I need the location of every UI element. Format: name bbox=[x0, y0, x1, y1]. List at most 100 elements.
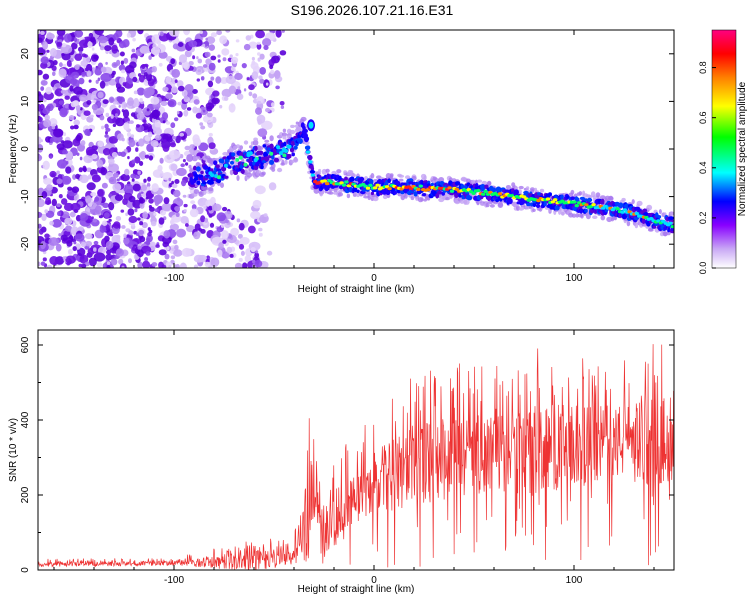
snr-y-tick-label: 200 bbox=[20, 486, 31, 503]
spectrogram-ridge-peak bbox=[574, 204, 579, 208]
spectrogram-noise-blob bbox=[204, 217, 209, 223]
spectrogram-noise-blob bbox=[259, 53, 265, 60]
spectrogram-noise-blob bbox=[252, 93, 258, 99]
spectrogram-noise-blob bbox=[83, 110, 91, 116]
spectrogram-noise-blob bbox=[154, 46, 159, 51]
spectrogram-noise-blob bbox=[202, 204, 207, 210]
spectrogram-ridge-core bbox=[297, 138, 303, 145]
spectrogram-noise-blob bbox=[93, 247, 97, 252]
spectrogram-y-tick-label: 10 bbox=[20, 95, 31, 107]
spectrogram-noise-blob bbox=[108, 201, 115, 211]
spectrogram-noise-blob bbox=[139, 45, 150, 55]
spectrogram-ridge-core bbox=[467, 195, 473, 201]
spectrogram-noise-blob bbox=[59, 62, 63, 68]
spectrogram-noise-blob bbox=[198, 142, 209, 152]
spectrogram-noise-blob bbox=[183, 209, 187, 213]
spectrogram-x-tick-label: 0 bbox=[371, 273, 377, 284]
spectrogram-noise-blob bbox=[217, 249, 223, 257]
spectrogram-ridge-halo bbox=[256, 170, 262, 174]
spectrogram-noise-blob bbox=[142, 107, 152, 116]
spectrogram-noise-blob bbox=[46, 33, 55, 40]
spectrogram-ridge-core bbox=[269, 143, 274, 150]
spectrogram-noise-blob bbox=[189, 144, 195, 150]
spectrogram-noise-blob bbox=[130, 173, 137, 179]
snr-frame bbox=[37, 329, 675, 571]
spectrogram-noise-blob bbox=[171, 68, 181, 78]
spectrogram-noise-blob bbox=[122, 82, 127, 87]
spectrogram-noise-blob bbox=[154, 119, 161, 129]
spectrogram-ridge-halo bbox=[318, 168, 322, 174]
spectrogram-ridge-halo bbox=[463, 199, 470, 205]
spectrogram-noise-blob bbox=[208, 142, 216, 150]
spectrogram-noise-blob bbox=[154, 134, 162, 141]
spectrogram-noise-blob bbox=[128, 230, 134, 236]
spectrogram-noise-blob bbox=[146, 86, 155, 96]
spectrogram-noise-blob bbox=[58, 68, 67, 78]
spectrogram-noise-blob bbox=[176, 228, 186, 238]
spectrogram-noise-blob bbox=[123, 44, 127, 48]
spectrogram-noise-blob bbox=[151, 183, 159, 193]
spectrogram-ridge-core bbox=[513, 189, 520, 196]
spectrogram-ridge-core bbox=[200, 170, 204, 175]
spectrogram-ridge-halo bbox=[282, 128, 287, 133]
spectrogram-noise-blob bbox=[65, 166, 72, 174]
snr-panel: -100 0 100 0 200 400 600 Height of straight l… bbox=[8, 329, 675, 595]
spectrogram-noise-blob bbox=[96, 159, 104, 168]
spectrogram-noise-blob bbox=[38, 154, 41, 159]
spectrogram-noise-blob bbox=[96, 262, 103, 268]
spectrogram-noise-blob bbox=[168, 149, 181, 160]
spectrogram-ridge-core bbox=[230, 160, 234, 165]
spectrogram-noise-blob bbox=[192, 55, 196, 60]
spectrogram-noise-blob bbox=[165, 93, 173, 100]
spectrogram-ridge-halo bbox=[423, 175, 427, 181]
spectrogram-noise-blob bbox=[158, 51, 168, 59]
spectrogram-noise-blob bbox=[79, 39, 90, 48]
spectrogram-noise-blob bbox=[222, 239, 227, 244]
spectrogram-ridge-peak bbox=[346, 184, 351, 188]
spectrogram-noise-blob bbox=[225, 75, 236, 84]
colorbar-ticks: 0.0 0.2 0.4 0.6 0.8 bbox=[698, 61, 716, 274]
spectrogram-noise-blob bbox=[121, 225, 126, 229]
spectrogram-noise-blob bbox=[62, 140, 73, 149]
spectrogram-ridge-core bbox=[458, 193, 462, 198]
spectrogram-ridge-halo bbox=[325, 168, 330, 173]
spectrogram-x-tick-label: -100 bbox=[164, 273, 184, 284]
spectrogram-ridge-peak bbox=[550, 200, 555, 204]
spectrogram-ridge-peak bbox=[365, 186, 371, 190]
spectrogram-noise-blob bbox=[130, 112, 136, 117]
spectrogram-noise-blob bbox=[75, 104, 81, 112]
spectrogram-noise-blob bbox=[113, 101, 117, 105]
spectrogram-noise-blob bbox=[146, 108, 150, 112]
spectrogram-noise-blob bbox=[202, 109, 206, 113]
spectrogram-noise-blob bbox=[104, 80, 109, 86]
spectrogram-noise-blob bbox=[200, 76, 205, 81]
colorbar-tick-label: 0.4 bbox=[698, 162, 708, 175]
spectrogram-ridge-core bbox=[221, 166, 227, 172]
spectrogram-noise-blob bbox=[191, 89, 198, 94]
spectrogram-ridge-core bbox=[587, 197, 593, 203]
spectrogram-noise-blob bbox=[151, 109, 160, 120]
spectrogram-noise-blob bbox=[42, 107, 50, 115]
spectrogram-noise-blob bbox=[120, 60, 124, 65]
spectrogram-noise-blob bbox=[153, 194, 164, 204]
spectrogram-noise-blob bbox=[46, 49, 50, 53]
spectrogram-noise-blob bbox=[205, 102, 215, 110]
spectrogram-noise-blob bbox=[280, 105, 285, 109]
spectrogram-noise-blob bbox=[266, 250, 273, 256]
spectrogram-noise-blob bbox=[111, 151, 118, 158]
spectrogram-noise-blob bbox=[125, 212, 129, 217]
spectrogram-noise-blob bbox=[86, 167, 92, 173]
spectrogram-noise-blob bbox=[61, 175, 72, 185]
spectrogram-ridge-core bbox=[368, 178, 374, 185]
spectrogram-noise-blob bbox=[148, 155, 154, 161]
spectrogram-noise-blob bbox=[229, 54, 233, 58]
spectrogram-noise-blob bbox=[252, 199, 262, 209]
spectrogram-noise-blob bbox=[38, 69, 43, 76]
spectrogram-noise-blob bbox=[58, 194, 63, 199]
spectrogram-noise-blob bbox=[237, 233, 243, 239]
spectrogram-noise-blob bbox=[73, 241, 77, 245]
spectrogram-noise-blob bbox=[38, 111, 41, 116]
spectrogram-noise-blob bbox=[221, 48, 230, 56]
spectrogram-noise-blob bbox=[175, 212, 180, 217]
spectrogram-noise-blob bbox=[91, 153, 98, 159]
